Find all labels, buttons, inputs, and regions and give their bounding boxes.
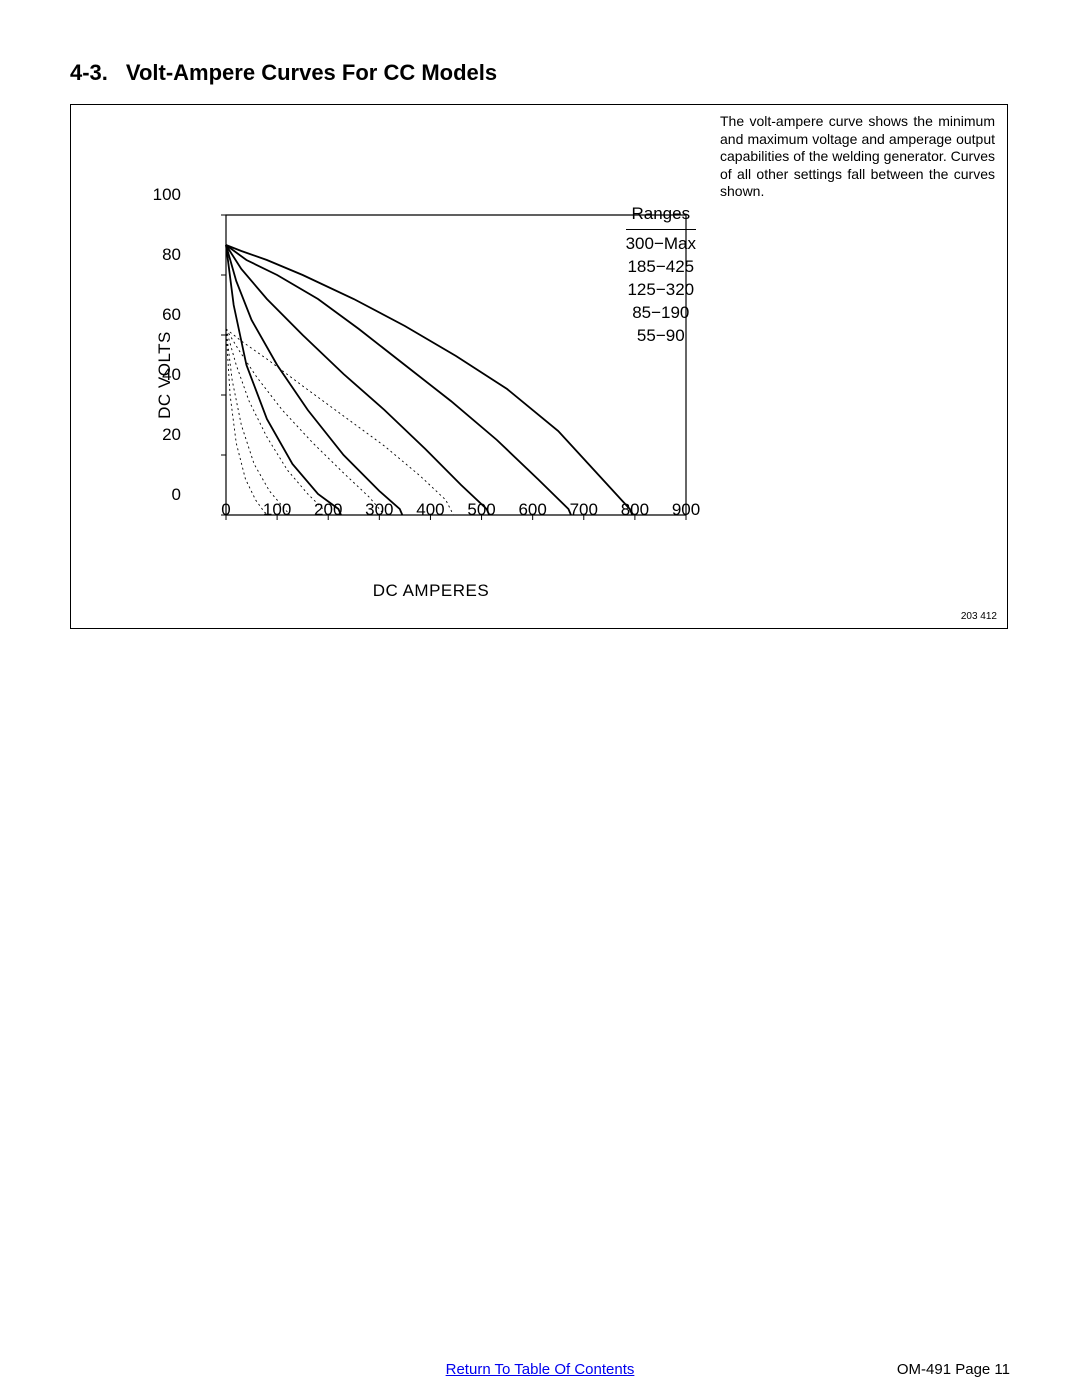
section-heading: 4-3. Volt-Ampere Curves For CC Models bbox=[70, 60, 1010, 86]
legend-item: 85−190 bbox=[626, 302, 696, 325]
y-tick-label: 60 bbox=[141, 305, 181, 325]
figure-description: The volt-ampere curve shows the minimum … bbox=[720, 113, 995, 201]
y-tick-label: 40 bbox=[141, 365, 181, 385]
page-number: OM-491 Page 11 bbox=[897, 1361, 1010, 1378]
x-tick-label: 400 bbox=[416, 500, 444, 520]
document-reference: 203 412 bbox=[961, 611, 997, 622]
x-tick-label: 0 bbox=[221, 500, 230, 520]
legend-item: 185−425 bbox=[626, 256, 696, 279]
legend-title: Ranges bbox=[626, 203, 696, 230]
x-tick-label: 800 bbox=[621, 500, 649, 520]
legend-item: 300−Max bbox=[626, 233, 696, 256]
x-tick-label: 200 bbox=[314, 500, 342, 520]
y-tick-label: 20 bbox=[141, 425, 181, 445]
section-number: 4-3. bbox=[70, 60, 108, 86]
x-tick-label: 300 bbox=[365, 500, 393, 520]
toc-link[interactable]: Return To Table Of Contents bbox=[446, 1361, 635, 1378]
x-tick-label: 900 bbox=[672, 500, 700, 520]
legend-item: 125−320 bbox=[626, 279, 696, 302]
y-tick-label: 80 bbox=[141, 245, 181, 265]
section-title: Volt-Ampere Curves For CC Models bbox=[126, 60, 497, 85]
y-tick-label: 0 bbox=[141, 485, 181, 505]
figure-container: The volt-ampere curve shows the minimum … bbox=[70, 104, 1008, 629]
x-tick-label: 100 bbox=[263, 500, 291, 520]
x-tick-label: 500 bbox=[467, 500, 495, 520]
x-tick-label: 600 bbox=[518, 500, 546, 520]
y-tick-label: 100 bbox=[141, 185, 181, 205]
x-tick-label: 700 bbox=[570, 500, 598, 520]
chart-legend: Ranges 300−Max185−425125−32085−19055−90 bbox=[626, 203, 696, 348]
legend-item: 55−90 bbox=[626, 325, 696, 348]
volt-ampere-chart: DC VOLTS 020406080100 010020030040050060… bbox=[151, 195, 711, 595]
x-axis-label: DC AMPERES bbox=[373, 581, 489, 601]
